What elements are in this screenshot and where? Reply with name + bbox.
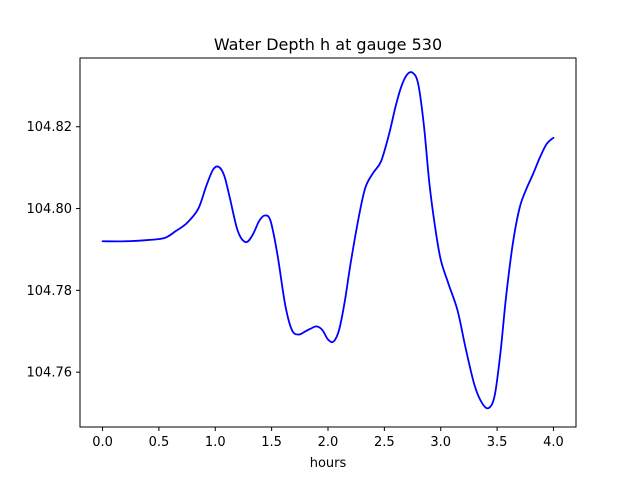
series-line [101, 71, 555, 410]
chart-title: Water Depth h at gauge 530 [214, 35, 442, 54]
plot-area [101, 71, 555, 410]
y-tick-label: 104.80 [27, 202, 73, 217]
x-tick-label: 4.0 [543, 435, 564, 450]
x-axis: 0.0 0.5 1.0 1.5 2.0 2.5 3.0 3.5 4.0 [92, 427, 564, 450]
y-axis: 104.76 104.78 104.80 104.82 [27, 120, 80, 381]
x-tick-label: 1.0 [205, 435, 226, 450]
x-tick-label: 0.0 [92, 435, 113, 450]
x-tick-label: 3.5 [487, 435, 508, 450]
y-tick-label: 104.78 [27, 284, 73, 299]
x-tick-label: 2.5 [374, 435, 395, 450]
x-tick-label: 3.0 [430, 435, 451, 450]
x-tick-label: 0.5 [149, 435, 170, 450]
axes-frame [79, 57, 577, 428]
x-axis-label: hours [310, 456, 347, 471]
y-tick-label: 104.76 [27, 366, 73, 381]
x-tick-label: 1.5 [261, 435, 282, 450]
y-tick-label: 104.82 [27, 120, 73, 135]
x-tick-label: 2.0 [318, 435, 339, 450]
